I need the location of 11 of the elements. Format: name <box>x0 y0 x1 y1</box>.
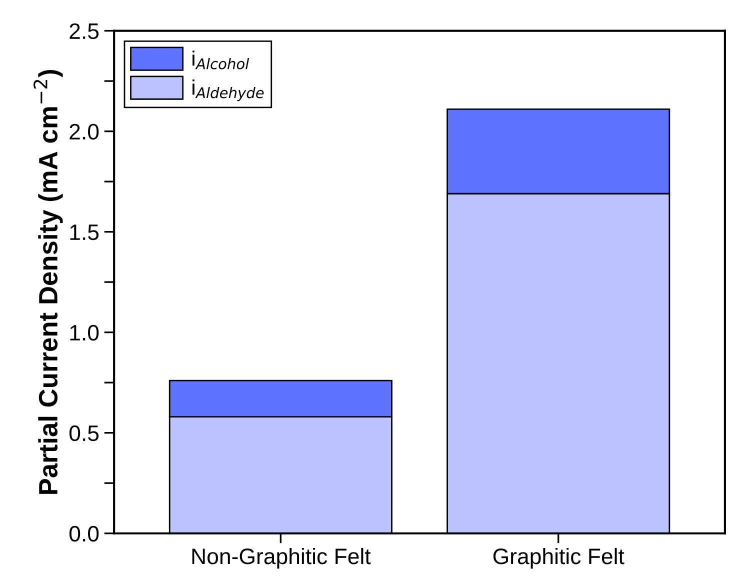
y-tick-label: 1.5 <box>70 224 99 240</box>
y-tick-label: 2.0 <box>70 124 99 140</box>
y-tick-label: 2.5 <box>70 23 99 40</box>
y-tick-label: 0.0 <box>69 526 99 542</box>
y-tick-label: 1.0 <box>70 324 99 341</box>
y-tick-label: 0.5 <box>69 425 99 442</box>
x-tick-label: Non-Graphitic Felt <box>192 548 371 569</box>
y-axis-title: Partial Current Density (mA cm$^{−2}$) <box>33 70 63 494</box>
legend-label: i$_{Alcohol}$ <box>192 50 250 70</box>
x-tick-label: Graphitic Felt <box>493 548 624 569</box>
legend-label: i$_{Aldehyde}$ <box>192 80 264 102</box>
